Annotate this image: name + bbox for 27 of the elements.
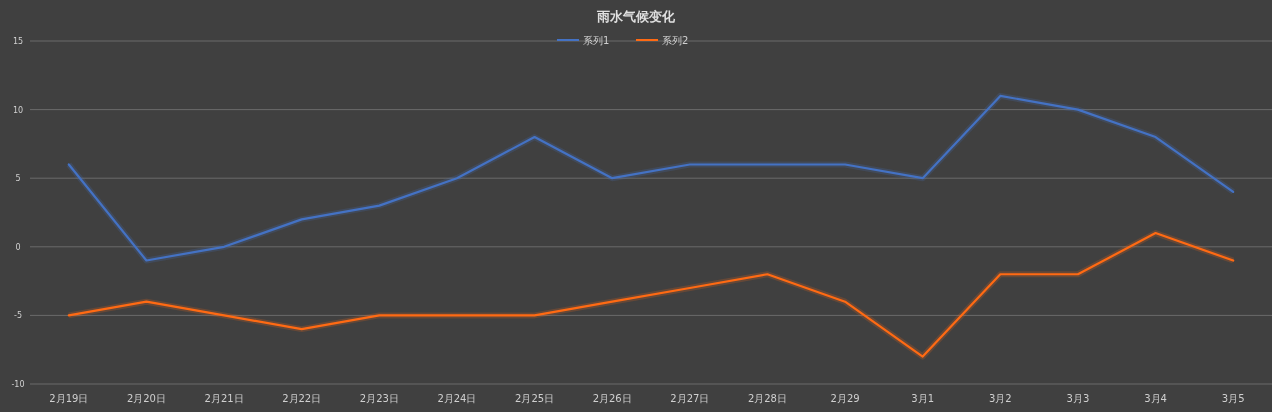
x-tick-label: 3月2 [988, 393, 1012, 404]
x-tick-label: 2月20日 [126, 393, 166, 404]
y-tick-label: 10 [12, 105, 24, 115]
x-tick-label: 3月5 [1221, 393, 1245, 404]
y-tick-label: -5 [14, 311, 22, 321]
legend-label: 系列2 [662, 35, 689, 46]
x-tick-label: 2月24日 [437, 393, 477, 404]
x-tick-label: 2月22日 [282, 393, 322, 404]
y-tick-label: -10 [11, 380, 25, 389]
y-tick-label: 15 [12, 37, 24, 46]
y-tick-label: 5 [15, 174, 21, 184]
chart-title: 雨水气候变化 [596, 9, 676, 24]
x-tick-label: 3月3 [1066, 393, 1090, 404]
x-tick-label: 2月25日 [515, 393, 555, 404]
x-tick-label: 2月23日 [359, 393, 399, 404]
legend-item: 系列1 [556, 35, 610, 46]
x-tick-label: 2月28日 [747, 393, 787, 404]
legend-label: 系列1 [583, 35, 610, 46]
x-tick-label: 2月21日 [204, 393, 244, 404]
x-tick-label: 2月26日 [592, 393, 632, 404]
x-tick-label: 2月19日 [49, 393, 89, 404]
legend-item: 系列2 [635, 35, 689, 46]
x-tick-label: 3月4 [1144, 393, 1167, 404]
y-tick-label: 0 [15, 242, 21, 252]
x-tick-label: 3月1 [911, 393, 935, 404]
x-tick-label: 2月27日 [670, 393, 710, 404]
x-tick-label: 2月29 [830, 393, 860, 404]
